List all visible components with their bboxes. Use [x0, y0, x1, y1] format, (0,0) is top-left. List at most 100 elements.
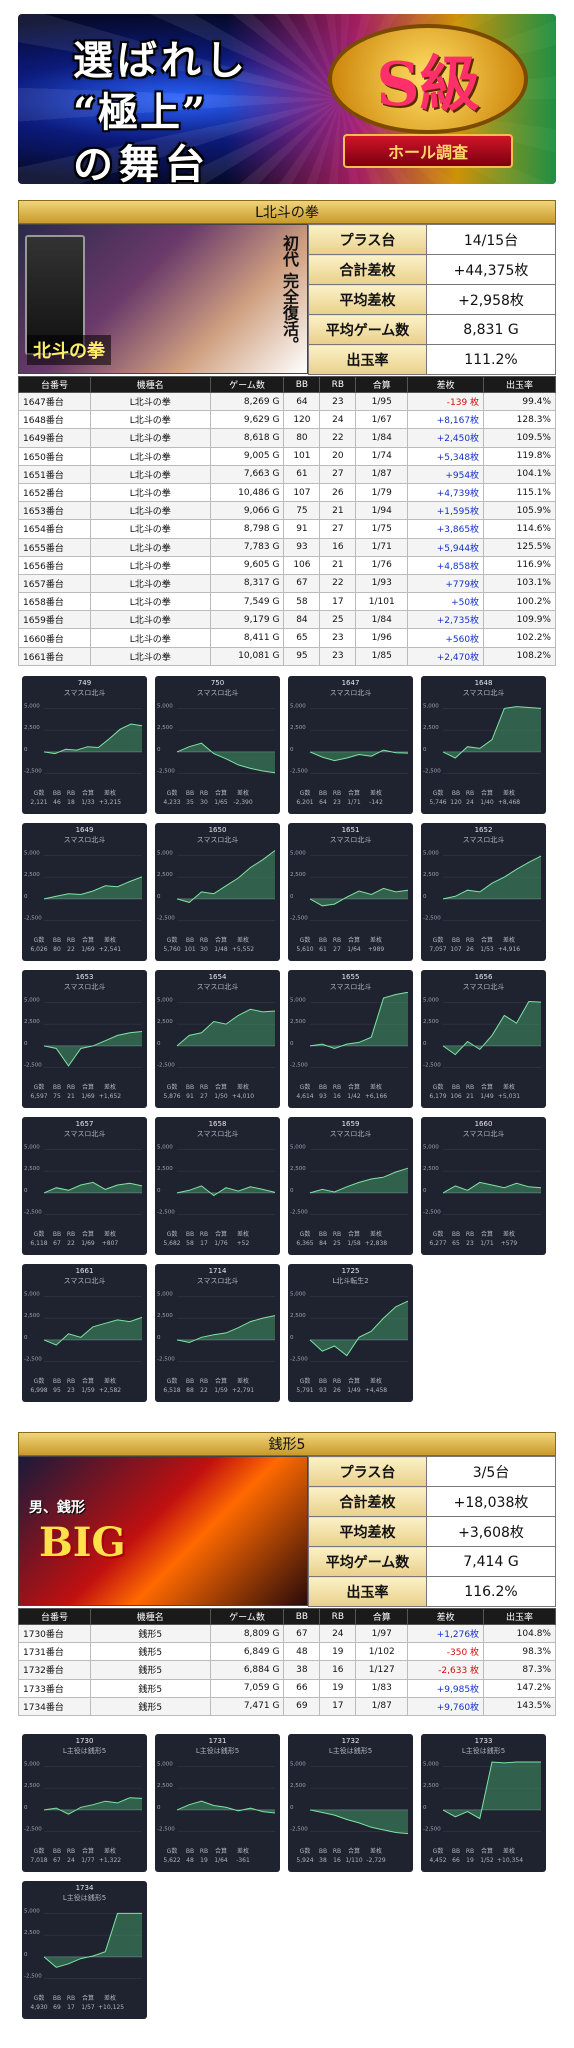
- footer-label: BB: [318, 1848, 328, 1855]
- slump-graph-card[interactable]: 1647 スマスロ北斗 5,000 2,500 0 -2,500 G数 BB RB 合算 差枚 6,…: [288, 676, 413, 814]
- footer-value: 1/48: [214, 946, 228, 953]
- cell-name: L北斗の拳: [89, 646, 211, 666]
- slump-graph-card[interactable]: 1656 スマスロ北斗 5,000 2,500 0 -2,500 G数 BB RB 合算 差枚 6,…: [421, 970, 546, 1108]
- axis-tick-label: 2,500: [24, 1019, 40, 1025]
- slump-graph-card[interactable]: 1652 スマスロ北斗 5,000 2,500 0 -2,500 G数 BB RB 合算 差枚 7,…: [421, 823, 546, 961]
- slump-graph-card[interactable]: 750 スマスロ北斗 5,000 2,500 0 -2,500 G数 BB RB 合算 差枚 4,2…: [155, 676, 280, 814]
- slump-graph-card[interactable]: 1658 スマスロ北斗 5,000 2,500 0 -2,500 G数 BB RB 合算 差枚 5,…: [155, 1117, 280, 1255]
- footer-value: +6,166: [364, 1093, 388, 1100]
- slump-graph-card[interactable]: 1730 L主役は銭形5 5,000 2,500 0 -2,500 G数 BB RB 合算 差枚 7…: [22, 1734, 147, 1872]
- axis-tick-label: 5,000: [24, 850, 40, 856]
- graph-area: [177, 1315, 275, 1343]
- cell-rb: 23: [319, 646, 357, 666]
- slump-graph-card[interactable]: 1649 スマスロ北斗 5,000 2,500 0 -2,500 G数 BB RB 合算 差枚 6,…: [22, 823, 147, 961]
- footer-label: BB: [185, 1231, 195, 1238]
- footer-label: RB: [66, 1995, 76, 2002]
- cell-comb: 1/93: [355, 573, 409, 594]
- footer-label: G数: [299, 937, 311, 944]
- footer-label: 合算: [214, 790, 227, 797]
- cell-rate: 102.2%: [483, 628, 556, 648]
- footer-value: 16: [333, 1093, 341, 1100]
- footer-value: 19: [466, 1857, 474, 1864]
- graph-machine-model: L主役は銭形5: [461, 1747, 506, 1755]
- slump-graph-card[interactable]: 1734 L主役は銭形5 5,000 2,500 0 -2,500 G数 BB RB 合算 差枚 4…: [22, 1881, 147, 2019]
- hero-banner: 選ばれし “極上” の舞台 S級 ホール調査: [18, 14, 556, 184]
- graph-footer: G数 BB RB 合算 差枚 6,179 106 21 1/49 +5,031: [427, 1083, 543, 1101]
- slump-graph: 5,000 2,500 0 -2,500: [423, 703, 542, 775]
- footer-value: 1/110: [345, 1857, 363, 1864]
- footer-value: 5,876: [163, 1093, 181, 1100]
- footer-value: +10,125: [98, 2004, 125, 2011]
- slump-graph-card[interactable]: 1733 L主役は銭形5 5,000 2,500 0 -2,500 G数 BB RB 合算 差枚 4…: [421, 1734, 546, 1872]
- cell-g: 9,066 G: [209, 501, 285, 521]
- graph-area: [310, 888, 408, 906]
- graph-machine-model: スマスロ北斗: [196, 983, 239, 991]
- slump-graph-card[interactable]: 1732 L主役は銭形5 5,000 2,500 0 -2,500 G数 BB RB 合算 差枚 5…: [288, 1734, 413, 1872]
- slump-graph-card[interactable]: 1659 スマスロ北斗 5,000 2,500 0 -2,500 G数 BB RB 合算 差枚 6,…: [288, 1117, 413, 1255]
- cell-diff: +2,735枚: [407, 610, 485, 630]
- axis-tick-label: 0: [24, 1188, 28, 1194]
- footer-label: G数: [432, 1848, 444, 1855]
- slump-graph-card[interactable]: 1648 スマスロ北斗 5,000 2,500 0 -2,500 G数 BB RB 合算 差枚 5,…: [421, 676, 546, 814]
- axis-tick-label: -2,500: [157, 1357, 175, 1363]
- footer-label: 差枚: [103, 1084, 116, 1091]
- slump-graph-card[interactable]: 1714 スマスロ北斗 5,000 2,500 0 -2,500 G数 BB RB 合算 差枚 6,…: [155, 1264, 280, 1402]
- slump-graph-card[interactable]: 1731 L主役は銭形5 5,000 2,500 0 -2,500 G数 BB RB 合算 差枚 5…: [155, 1734, 280, 1872]
- graph-machine-no: 1647: [341, 679, 360, 687]
- slump-graph-card[interactable]: 1651 スマスロ北斗 5,000 2,500 0 -2,500 G数 BB RB 合算 差枚 5,…: [288, 823, 413, 961]
- footer-value: 61: [319, 946, 327, 953]
- footer-value: 67: [53, 1240, 61, 1247]
- axis-tick-label: 0: [157, 1335, 161, 1341]
- cell-name: L北斗の拳: [89, 482, 211, 503]
- slump-graph-card[interactable]: 1660 スマスロ北斗 5,000 2,500 0 -2,500 G数 BB RB 合算 差枚 6,…: [421, 1117, 546, 1255]
- cell-rate: 105.9%: [483, 501, 556, 521]
- footer-label: G数: [33, 1378, 45, 1385]
- axis-tick-label: 5,000: [290, 997, 306, 1003]
- slump-graph-card[interactable]: 1661 スマスロ北斗 5,000 2,500 0 -2,500 G数 BB RB 合算 差枚 6,…: [22, 1264, 147, 1402]
- axis-tick-label: 0: [290, 894, 294, 900]
- slump-graph-card[interactable]: 1657 スマスロ北斗 5,000 2,500 0 -2,500 G数 BB RB 合算 差枚 6,…: [22, 1117, 147, 1255]
- footer-label: 差枚: [236, 937, 249, 944]
- cell-rb: 24: [319, 1623, 357, 1644]
- footer-label: G数: [432, 790, 444, 797]
- graph-area: [44, 1031, 142, 1066]
- footer-value: 18: [67, 799, 75, 806]
- axis-tick-label: -2,500: [157, 916, 175, 922]
- graph-area: [177, 1185, 275, 1196]
- graph-machine-no: 1731: [208, 1737, 227, 1745]
- slump-graph-card[interactable]: 749 スマスロ北斗 5,000 2,500 0 -2,500 G数 BB RB 合算 差枚 2,1…: [22, 676, 147, 814]
- slump-graph-card[interactable]: 1655 スマスロ北斗 5,000 2,500 0 -2,500 G数 BB RB 合算 差枚 4,…: [288, 970, 413, 1108]
- cell-name: 銭形5: [89, 1660, 211, 1680]
- cell-rb: 16: [319, 537, 357, 557]
- value-total: +18,038枚: [426, 1486, 556, 1517]
- axis-tick-label: 5,000: [423, 1761, 439, 1767]
- cell-no: 1733番台: [18, 1678, 91, 1698]
- footer-label: RB: [332, 1848, 342, 1855]
- slump-graph-card[interactable]: 1653 スマスロ北斗 5,000 2,500 0 -2,500 G数 BB RB 合算 差枚 6,…: [22, 970, 147, 1108]
- axis-tick-label: 2,500: [24, 1930, 40, 1936]
- cell-g: 10,486 G: [209, 482, 285, 503]
- cell-g: 7,059 G: [209, 1678, 285, 1698]
- footer-value: 6,026: [30, 946, 48, 953]
- axis-tick-label: 5,000: [157, 1761, 173, 1767]
- footer-value: 4,452: [429, 1857, 447, 1864]
- footer-label: 差枚: [103, 1848, 116, 1855]
- axis-tick-label: 0: [157, 894, 161, 900]
- axis-tick-label: 0: [290, 1805, 294, 1811]
- cell-comb: 1/84: [355, 610, 409, 630]
- slump-graph-card[interactable]: 1654 スマスロ北斗 5,000 2,500 0 -2,500 G数 BB RB 合算 差枚 5,…: [155, 970, 280, 1108]
- summary-table-hokuto: プラス台 14/15台 合計差枚 +44,375枚 平均差枚 +2,958枚 平均ゲー…: [308, 224, 556, 375]
- axis-tick-label: 2,500: [423, 1019, 439, 1025]
- cell-diff: -2,633 枚: [407, 1660, 485, 1680]
- hero-logo-text: 北斗の拳: [27, 335, 111, 365]
- footer-label: G数: [432, 1084, 444, 1091]
- footer-label: RB: [66, 1231, 76, 1238]
- axis-tick-label: -2,500: [24, 1063, 42, 1069]
- graph-machine-no: 1734: [75, 1884, 94, 1892]
- table-row: 1731番台 銭形5 6,849 G 48 19 1/102 -350 枚 98.3%: [18, 1642, 556, 1662]
- axis-tick-label: 0: [423, 1805, 427, 1811]
- slump-graph-card[interactable]: 1725 L北斗転生2 5,000 2,500 0 -2,500 G数 BB RB 合算 差枚 5,…: [288, 1264, 413, 1402]
- cell-name: 銭形5: [89, 1678, 211, 1698]
- slump-graph-card[interactable]: 1650 スマスロ北斗 5,000 2,500 0 -2,500 G数 BB RB 合算 差枚 5,…: [155, 823, 280, 961]
